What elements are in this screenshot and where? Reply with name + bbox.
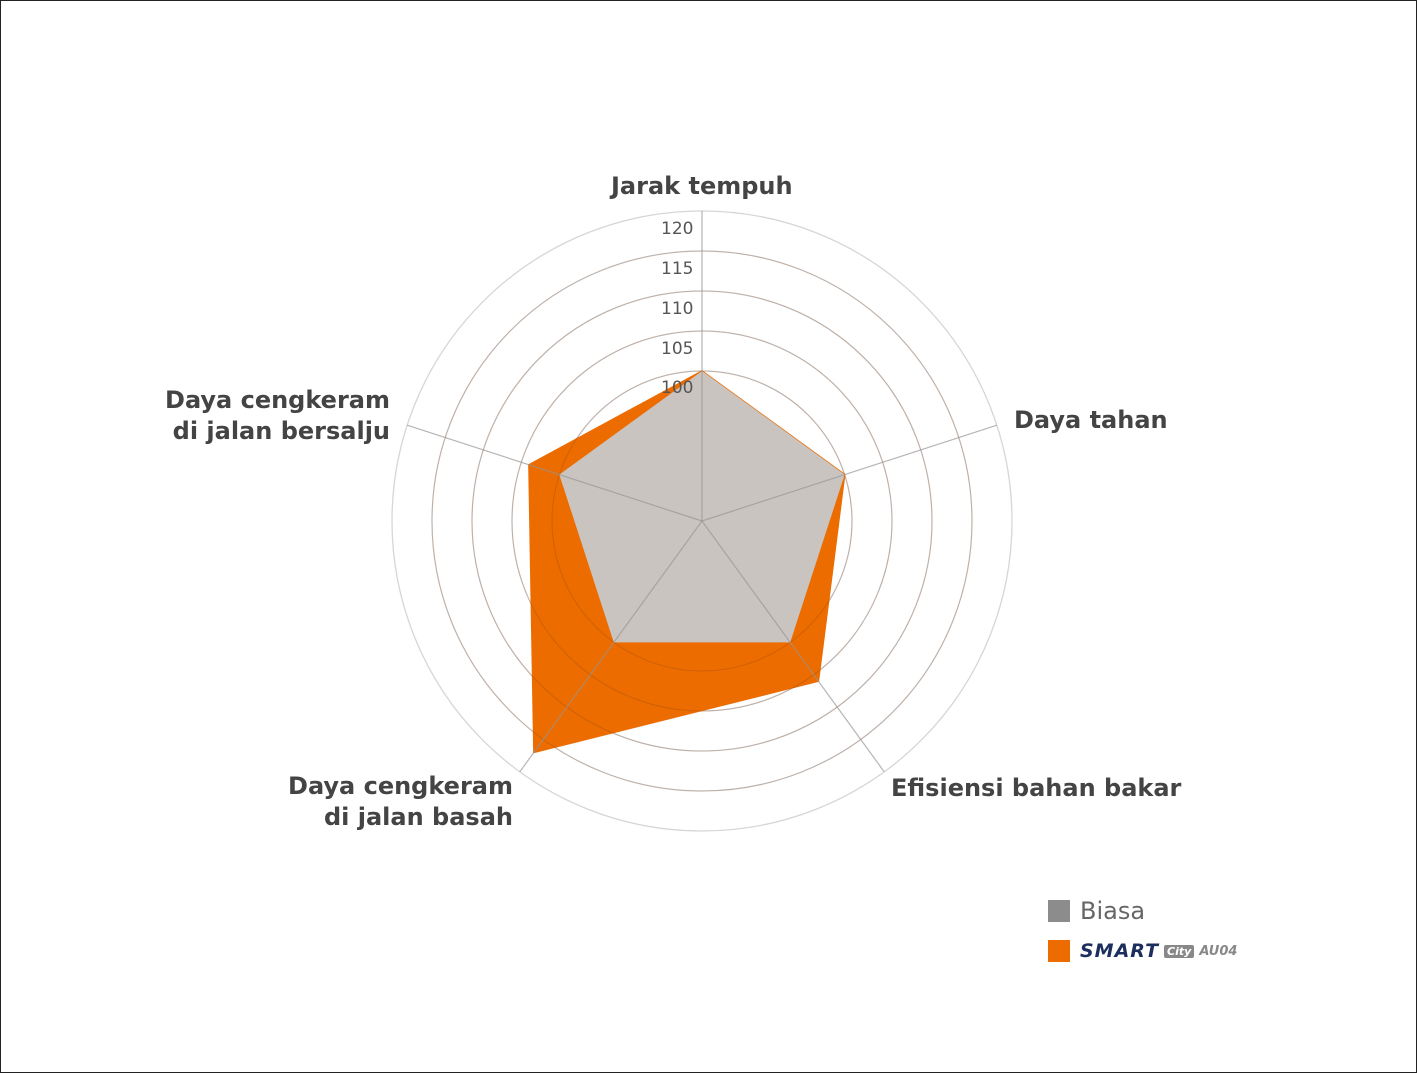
- tick-100: 100: [661, 378, 694, 398]
- tick-115: 115: [661, 259, 694, 279]
- brand-city: City: [1164, 944, 1195, 958]
- legend-item-smartcity: SMART City AU04: [1048, 940, 1237, 962]
- legend-label-biasa: Biasa: [1080, 897, 1146, 925]
- axis-label-efisiensi: Efisiensi bahan bakar: [891, 774, 1182, 802]
- axis-label-bersalju: Daya cengkeram di jalan bersalju: [165, 386, 390, 445]
- brand-smart: SMART: [1080, 940, 1160, 962]
- axis-label-jarak-tempuh: Jarak tempuh: [611, 172, 793, 200]
- tick-105: 105: [661, 339, 694, 359]
- brand-model: AU04: [1199, 943, 1238, 959]
- legend-swatch-orange: [1048, 940, 1070, 962]
- axis-label-daya-tahan: Daya tahan: [1014, 406, 1168, 434]
- tick-110: 110: [661, 299, 694, 319]
- legend-item-biasa: Biasa: [1048, 897, 1145, 925]
- legend-swatch-gray: [1048, 900, 1070, 922]
- brand-logo: SMART City AU04: [1080, 940, 1237, 962]
- axis-label-basah: Daya cengkeram di jalan basah: [288, 772, 513, 831]
- tick-120: 120: [661, 219, 694, 239]
